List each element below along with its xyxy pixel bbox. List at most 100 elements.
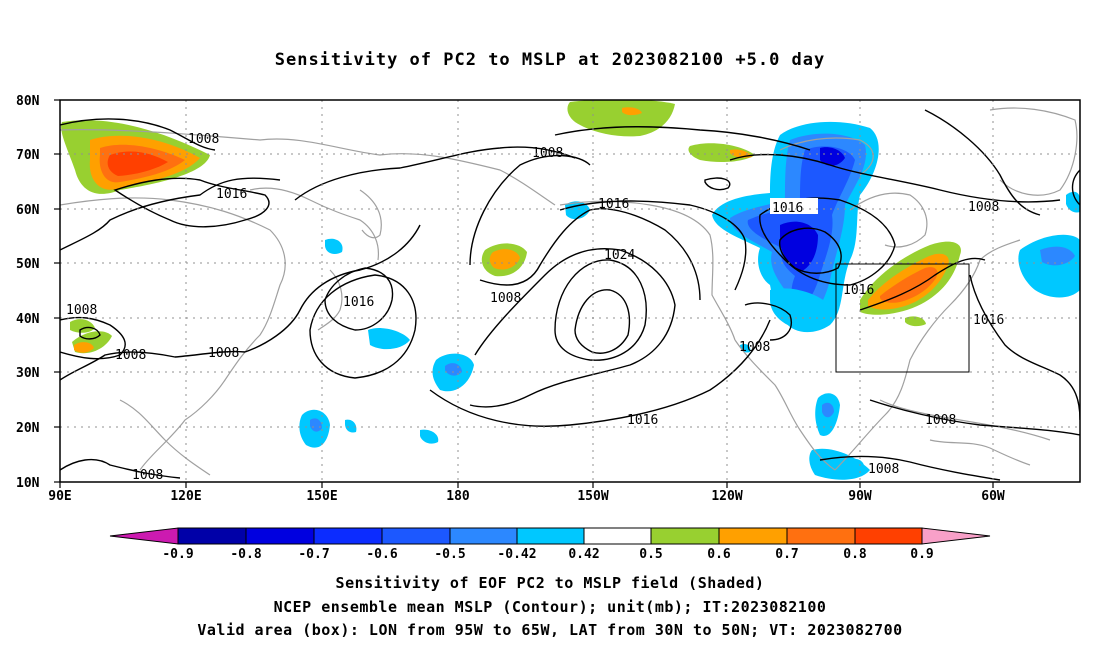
coastline-caribbean [929,439,1031,466]
colorbar-label: 0.7 [775,547,798,562]
shade-cyan [345,419,357,433]
contour-line [60,458,181,479]
contour-labels: 1008 1016 1008 1016 1016 1024 1008 1016 … [66,132,1004,483]
contour-line [60,316,126,360]
gridlines [60,100,1080,482]
colorbar-segment [583,527,652,545]
contour-line [778,227,842,274]
contour-label: 1008 [968,200,999,215]
contour-label: 1008 [925,413,956,428]
contour-label: 1016 [216,187,247,202]
contour-line [559,200,747,291]
coastline-hudson [849,192,928,248]
colorbar-segment [718,527,788,545]
contour-line [60,350,246,381]
shade-cyan [770,288,834,330]
valid-area-box [835,263,970,373]
contour-line [1071,169,1080,206]
colorbar-segment [313,527,383,545]
lat-label: 80N [16,94,40,109]
caption-line-3: Valid area (box): LON from 95W to 65W, L… [197,621,903,639]
lat-label: 70N [16,148,40,163]
lon-label: 150E [306,489,337,504]
lat-label: 50N [16,257,40,272]
colorbar-label: -0.5 [434,547,465,562]
colorbar-label: 0.9 [910,547,933,562]
shade-blue-light [1040,246,1075,266]
colorbar-high-arrow [921,527,991,545]
lon-label: 180 [446,489,470,504]
shade-blue-light [310,418,322,432]
colorbar-segment [854,527,923,545]
contour-line [859,257,986,311]
lat-labels: 80N 70N 60N 50N 40N 30N 20N 10N [16,94,40,491]
colorbar-segment [245,527,315,545]
lat-label: 40N [16,312,40,327]
contour-line [554,259,647,361]
contour-line [554,126,811,151]
colorbar-label: -0.8 [230,547,261,562]
lat-label: 30N [16,366,40,381]
colorbar-segment [650,527,720,545]
coastline-greenland [989,107,1078,196]
coastline-arctic [60,129,556,206]
shade-cyan [325,238,343,254]
shade-cyan [809,448,870,480]
coastline-arctic-islands [779,137,874,176]
caption-line-2: NCEP ensemble mean MSLP (Contour); unit(… [273,598,827,616]
colorbar-segment [177,527,247,545]
lon-label: 120E [170,489,201,504]
coastline-alaska [559,200,736,341]
contour-label: 1008 [115,348,146,363]
contour-line [819,455,1001,481]
contour-label: 1008 [188,132,219,147]
shade-red-orange [880,267,938,303]
colorbar: -0.9 -0.8 -0.7 -0.6 -0.5 -0.42 0.42 0.5 … [109,527,991,562]
colorbar-label: 0.42 [568,547,599,562]
contour-line [324,267,394,331]
coastline-na-west [734,339,836,471]
contour-label: 1008 [490,291,521,306]
contour-line [469,248,676,408]
shade-orange [489,249,520,270]
contour-label: 1016 [627,413,658,428]
contour-line [79,326,101,340]
contour-label: 1016 [973,313,1004,328]
contour-label: 1008 [132,468,163,483]
shade-orange [622,107,642,116]
contour-line [294,146,576,201]
lon-label: 90E [48,489,71,504]
contour-line [60,118,216,151]
caption-line-1: Sensitivity of EOF PC2 to MSLP field (Sh… [335,574,765,592]
contour-line [429,319,771,427]
lon-label: 60W [981,489,1005,504]
colorbar-label: -0.7 [298,547,329,562]
shade-cyan [368,328,410,350]
contour-line [744,302,792,341]
contour-label: 1016 [772,201,803,216]
colorbar-label: -0.42 [497,547,536,562]
shade-orange [74,342,94,353]
shade-green [70,319,95,333]
coastline-japan [317,269,343,331]
colorbar-label: -0.6 [366,547,397,562]
contour-line [759,197,896,286]
lon-label: 120W [711,489,742,504]
contour-label: 1008 [66,303,97,318]
colorbar-label: -0.9 [162,547,193,562]
tick-marks [54,99,994,488]
contour-label: 1016 [343,295,374,310]
colorbar-segment [381,527,451,545]
map-title: Sensitivity of PC2 to MSLP at 2023082100… [274,50,826,70]
shade-cyan [565,201,590,220]
contour-line [574,289,631,354]
contour-label: 1016 [598,197,629,212]
map-frame [59,99,1081,483]
contour-label: 1008 [739,340,770,355]
colorbar-label: 0.6 [707,547,731,562]
shade-green [567,100,675,137]
lon-label: 150W [577,489,608,504]
colorbar-label: 0.5 [639,547,662,562]
contour-line [479,208,701,301]
